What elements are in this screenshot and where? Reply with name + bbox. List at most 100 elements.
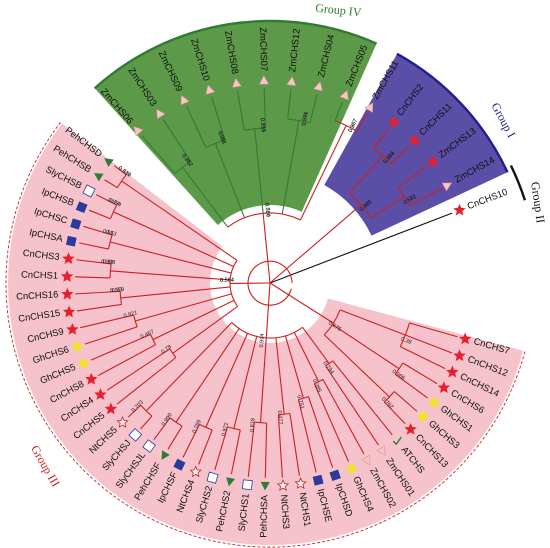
group-label: Group II (528, 181, 548, 224)
branch (265, 282, 271, 338)
zm-triangle-icon (156, 108, 166, 120)
branch (287, 89, 292, 120)
branch (263, 88, 266, 129)
cn-star-icon (61, 287, 74, 300)
bootstrap-label: 0.93 (111, 287, 122, 294)
branch (76, 303, 122, 312)
branch (186, 106, 207, 148)
branch (80, 314, 134, 329)
branch (293, 332, 320, 382)
cn-star-icon (446, 365, 459, 378)
cn-star-icon (62, 305, 76, 318)
cn-star-icon (426, 155, 439, 167)
ip-square-icon (173, 458, 186, 471)
bootstrap-label: 0.477 (276, 410, 283, 425)
zm-triangle-icon (133, 125, 144, 137)
group-iii-arc (5, 122, 526, 548)
bootstrap-label: 0.500 (263, 203, 270, 218)
branch (211, 96, 226, 141)
branch (182, 166, 229, 228)
branch (247, 422, 255, 477)
sly-square-icon (128, 427, 143, 442)
bootstrap-label: 0.594 (301, 111, 309, 126)
zm-triangle-icon (259, 75, 269, 85)
zm-triangle-icon (313, 81, 323, 92)
bootstrap-label: 0.715 (259, 118, 266, 133)
zm-triangle-icon (205, 84, 216, 95)
branch (113, 211, 234, 267)
bootstrap-label: 0.371 (301, 111, 309, 126)
bootstrap-label: 0.894 (107, 197, 122, 208)
branch-arc (229, 260, 239, 307)
nt-star-icon (116, 415, 129, 428)
leaf-label: CnCHS3 (22, 247, 60, 262)
bootstrap-label: 0.78 (161, 344, 173, 355)
group-iv-arc (93, 19, 378, 90)
cn-star-icon (94, 388, 107, 400)
zm-triangle-icon (361, 454, 371, 466)
branch (275, 337, 285, 415)
peh-triangle-icon (226, 477, 235, 487)
branch-arc (323, 309, 341, 336)
peh-triangle-icon (260, 481, 270, 491)
zm-triangle-icon (286, 76, 297, 86)
branch (322, 379, 365, 455)
cn-star-icon (408, 133, 421, 146)
bootstrap-label: 0.979 (110, 287, 125, 294)
branch (373, 128, 390, 149)
bootstrap-label: 0.863 (102, 229, 117, 238)
bootstrap-label: 0.1 (105, 229, 114, 237)
cn-star-icon (387, 115, 400, 128)
bootstrap-label: 0.972 (221, 422, 230, 437)
branch (145, 322, 233, 412)
branch-arc (231, 322, 303, 339)
leaf-label: SlyCHS1 (236, 493, 251, 532)
leaf-label: CnCHS10 (466, 186, 509, 211)
branch (262, 213, 271, 284)
branch (104, 179, 118, 189)
branch (332, 324, 400, 370)
leaf-label: NtCHS3 (279, 494, 292, 529)
branch (308, 396, 334, 468)
branch (167, 425, 183, 450)
group-arcs: Group IV Group I Group II Group III (5, 1, 548, 548)
bootstrap-label: 0.961 (216, 130, 227, 145)
zm-triangle-icon (180, 94, 190, 106)
leaf-label: ZmCHS07 (258, 27, 270, 71)
leaf-markers (60, 75, 472, 491)
branch (269, 212, 453, 284)
branch (110, 270, 231, 281)
branch (83, 225, 113, 236)
leaf-label: ZmCHS12 (286, 28, 302, 73)
branch (214, 426, 229, 471)
branch (90, 333, 151, 361)
branch (332, 360, 393, 436)
branch (405, 334, 453, 354)
group-iv-background (94, 21, 377, 226)
branch (84, 326, 138, 345)
bootstrap-label: 0.38 (400, 336, 412, 346)
branch (120, 286, 231, 299)
bootstrap-label: 0.659 (259, 118, 266, 133)
branch (113, 165, 127, 176)
branch (172, 305, 238, 354)
branch (281, 120, 300, 215)
branch (409, 322, 458, 338)
cn-star-icon (62, 252, 75, 265)
branch (370, 195, 405, 219)
branch (302, 326, 330, 364)
branch-arc (325, 360, 334, 367)
group-label: Group III (28, 443, 63, 490)
cn-star-icon (85, 372, 98, 385)
cn-star-icon (453, 349, 466, 362)
branch (230, 429, 241, 475)
gh-circle-icon (72, 342, 82, 352)
group-ii-arc (509, 164, 527, 201)
branch-arc (244, 127, 266, 131)
branch (334, 101, 344, 121)
branch (390, 145, 410, 165)
nt-star-icon (294, 477, 307, 489)
branch (152, 299, 235, 341)
branch (237, 90, 245, 131)
branch (205, 333, 249, 428)
